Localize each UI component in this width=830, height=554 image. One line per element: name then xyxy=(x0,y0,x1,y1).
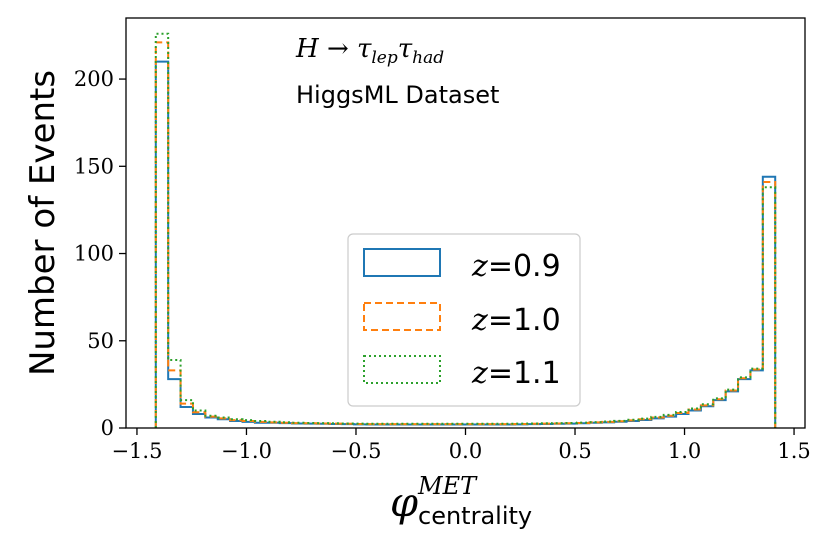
histogram-series-1 xyxy=(154,41,777,428)
svg-text:z=1.0: z=1.0 xyxy=(471,303,561,338)
legend-label-z10-var: z xyxy=(471,303,488,338)
x-axis-title: φMET centrality xyxy=(390,472,532,530)
legend-swatch-z11 xyxy=(363,355,441,384)
legend-label-z10-val: =1.0 xyxy=(488,303,561,338)
x-tick-label-2: −0.5 xyxy=(330,439,381,463)
y-tick-label-1: 50 xyxy=(87,329,114,353)
legend-swatch-z09 xyxy=(363,248,441,277)
legend: z=0.9 z=1.0 z=1.1 xyxy=(347,233,581,407)
y-tick-label-0: 0 xyxy=(101,416,114,440)
svg-text:z=0.9: z=0.9 xyxy=(471,249,561,284)
x-tick-label-5: 1.0 xyxy=(668,439,701,463)
legend-label-z11-val: =1.1 xyxy=(488,356,561,391)
y-axis-title: Number of Events xyxy=(23,70,63,376)
dataset-annotation: HiggsML Dataset xyxy=(296,81,499,109)
legend-entry-1: z=1.0 xyxy=(363,302,561,338)
series-layer xyxy=(154,32,777,428)
process-annotation: H → τlepτhad xyxy=(295,34,444,68)
y-tick-label-2: 100 xyxy=(74,242,114,266)
svg-text:z=1.1: z=1.1 xyxy=(471,356,561,391)
y-tick-label-4: 200 xyxy=(74,67,114,91)
x-tick-label-3: 0.0 xyxy=(449,439,482,463)
ticks-layer: −1.5 −1.0 −0.5 0.0 0.5 1.0 1.5 0 50 100 150 200 xyxy=(74,67,811,463)
legend-label-z09-var: z xyxy=(471,249,488,284)
legend-entry-0: z=0.9 xyxy=(363,248,561,284)
histogram-series-2 xyxy=(154,32,777,428)
x-tick-label-6: 1.5 xyxy=(777,439,810,463)
x-tick-label-4: 0.5 xyxy=(558,439,591,463)
legend-label-z11-var: z xyxy=(471,356,488,391)
x-tick-label-0: −1.5 xyxy=(111,439,162,463)
y-tick-label-3: 150 xyxy=(74,154,114,178)
legend-swatch-z10 xyxy=(363,302,441,331)
x-tick-label-1: −1.0 xyxy=(221,439,272,463)
legend-entry-2: z=1.1 xyxy=(363,355,561,391)
legend-label-z09-val: =0.9 xyxy=(488,249,561,284)
